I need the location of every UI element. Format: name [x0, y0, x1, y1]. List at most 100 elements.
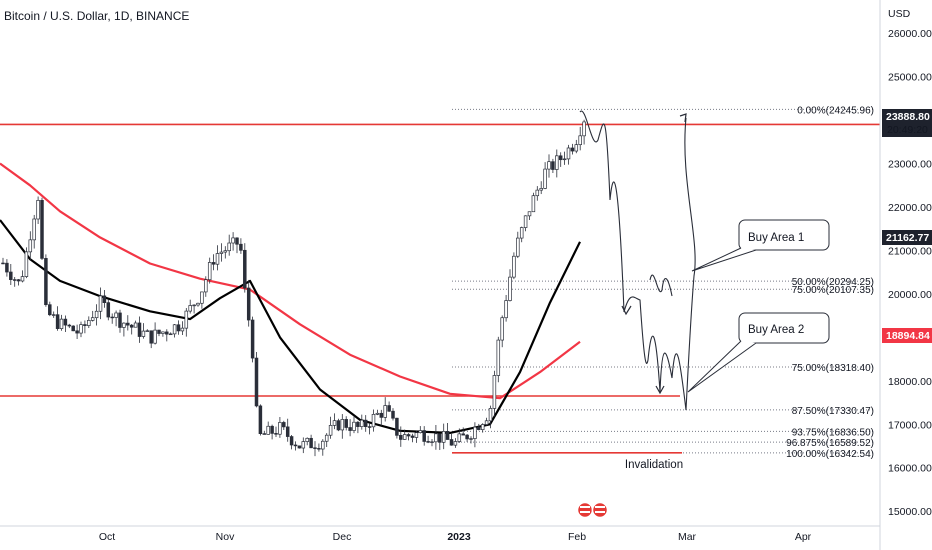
candle-body — [438, 433, 442, 443]
candle-body — [543, 168, 547, 189]
horizontal-lines: Invalidation — [0, 123, 880, 471]
candle-body — [305, 437, 309, 442]
fib-level-label: 75.00%(18318.40) — [792, 363, 874, 374]
candle-body — [157, 329, 161, 334]
callouts: Buy Area 1 Buy Area 2 — [576, 219, 830, 519]
candle-body — [492, 375, 497, 409]
candle-body — [168, 333, 173, 336]
candle-body — [137, 322, 142, 337]
buy-area-2-pointer — [687, 340, 757, 393]
candle-body — [465, 434, 469, 440]
candle-body — [114, 312, 118, 318]
candle-body — [106, 302, 111, 318]
invalidation-label: Invalidation — [625, 459, 683, 471]
candle-body — [516, 237, 520, 257]
candle-body — [87, 320, 91, 326]
candle-body — [547, 161, 551, 170]
candle-body — [352, 421, 356, 431]
candle-body — [94, 310, 99, 319]
candle-body — [270, 425, 274, 434]
time-tick-label: Feb — [568, 531, 586, 543]
fib-level-label: 87.50%(17330.47) — [792, 406, 874, 417]
candle-body — [28, 239, 33, 253]
price-tick-label: 16000.00 — [888, 463, 932, 475]
candle-body — [375, 412, 380, 415]
candle-body — [328, 425, 333, 436]
candle-body — [239, 243, 243, 251]
candle-body — [289, 436, 294, 446]
fib-levels: 0.00%(24245.96) 50.00%(20294.25)75.00%(20… — [452, 105, 875, 460]
candle-body — [360, 419, 364, 427]
buy-area-1-pointer — [691, 247, 757, 272]
candle-body — [1, 262, 5, 265]
candle-body — [457, 433, 462, 442]
candle-body — [59, 318, 64, 329]
candle-body — [110, 316, 114, 319]
price-tick-label: 20000.00 — [888, 289, 932, 301]
candle-body — [196, 302, 200, 306]
candle-body — [126, 322, 130, 326]
candle-body — [250, 319, 255, 359]
candle-body — [12, 279, 17, 281]
candle-body — [363, 419, 368, 427]
candle-body — [223, 250, 228, 253]
price-axis: USD15000.0016000.0017000.0018000.0019000… — [879, 0, 932, 550]
candle-body — [488, 408, 493, 422]
candle-body — [344, 419, 348, 428]
candle-body — [379, 412, 384, 418]
candle-body — [399, 434, 403, 440]
ma-black-line — [0, 219, 581, 434]
candle-body — [262, 433, 267, 435]
buy-area-1-callout-box — [738, 219, 830, 251]
time-tick-label: Oct — [99, 531, 115, 543]
candle-body — [434, 433, 438, 443]
candle-body — [531, 195, 536, 213]
candle-body — [161, 331, 165, 334]
candle-body — [293, 444, 298, 447]
candle-body — [367, 426, 372, 428]
candle-body — [309, 437, 313, 449]
candle-body — [301, 441, 306, 449]
candle-body — [371, 413, 376, 428]
candle-body — [215, 253, 220, 265]
candles — [1, 119, 586, 457]
candle-body — [40, 200, 44, 259]
candle-body — [200, 291, 204, 304]
us-flag-icon — [591, 501, 609, 519]
price-tag-bg — [882, 328, 932, 343]
candle-body — [246, 287, 251, 321]
candle-body — [55, 314, 60, 329]
fib-level-label: 75.00%(20107.35) — [792, 285, 874, 296]
candle-body — [469, 438, 473, 440]
candle-body — [172, 324, 177, 335]
candle-body — [426, 441, 430, 443]
price-tag-value: 21162.77 — [886, 232, 929, 244]
candle-body — [500, 317, 504, 341]
candle-body — [449, 439, 454, 446]
price-tick-label: 15000.00 — [888, 506, 932, 518]
candle-body — [539, 188, 543, 191]
candle-body — [391, 410, 395, 419]
chart-title: Bitcoin / U.S. Dollar, 1D, BINANCE — [4, 9, 190, 23]
projection-arrowhead — [655, 385, 665, 395]
candle-body — [340, 419, 345, 431]
candle-body — [122, 322, 126, 328]
candle-body — [235, 237, 239, 245]
projection-wiggle — [649, 274, 673, 297]
candle-body — [227, 242, 231, 252]
time-tick-label: Nov — [216, 531, 235, 543]
flag-stripe — [580, 506, 590, 508]
candle-body — [348, 427, 352, 431]
candle-body — [67, 324, 72, 327]
price-tick-label: 21000.00 — [888, 245, 932, 257]
candle-body — [418, 430, 423, 434]
candle-body — [278, 422, 282, 435]
candle-body — [90, 317, 95, 321]
candle-body — [176, 324, 181, 332]
flag-stripe — [595, 511, 605, 513]
candle-body — [192, 304, 196, 307]
currency-label: USD — [888, 8, 911, 20]
candle-body — [258, 405, 263, 434]
projection-arrowhead — [621, 305, 632, 316]
